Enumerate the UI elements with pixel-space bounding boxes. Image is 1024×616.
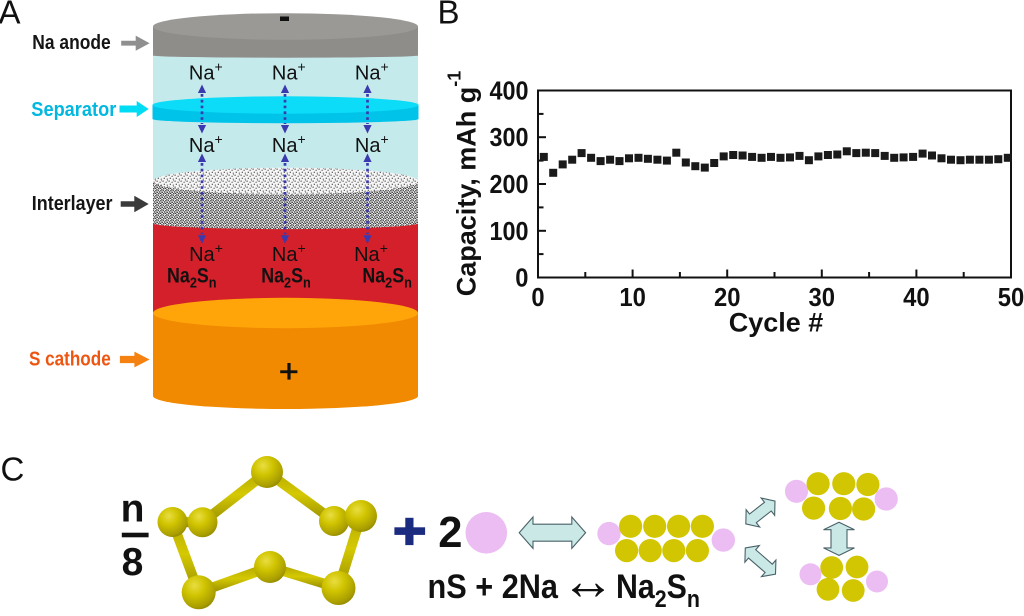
svg-text:↔: ↔ xyxy=(561,551,615,611)
svg-text:2: 2 xyxy=(438,509,462,557)
svg-text:0: 0 xyxy=(515,263,528,293)
svg-text:n: n xyxy=(121,488,145,531)
svg-text:400: 400 xyxy=(490,76,529,106)
svg-text:Cycle #: Cycle # xyxy=(729,308,824,338)
svg-text:Separator: Separator xyxy=(31,99,116,121)
svg-text:Interlayer: Interlayer xyxy=(32,193,113,215)
svg-text:nS + 2Na: nS + 2Na xyxy=(428,568,559,606)
svg-text:200: 200 xyxy=(490,169,529,199)
svg-text:100: 100 xyxy=(490,216,529,246)
svg-text:8: 8 xyxy=(122,541,144,584)
svg-text:0: 0 xyxy=(531,282,544,312)
svg-text:S cathode: S cathode xyxy=(29,349,111,371)
svg-text:300: 300 xyxy=(490,122,529,152)
svg-text:10: 10 xyxy=(619,282,646,312)
svg-text:C: C xyxy=(1,451,25,488)
svg-text:40: 40 xyxy=(903,282,930,312)
svg-text:A: A xyxy=(0,0,21,31)
svg-text:B: B xyxy=(438,0,460,31)
svg-text:Na anode: Na anode xyxy=(32,32,110,54)
svg-text:50: 50 xyxy=(998,282,1024,312)
